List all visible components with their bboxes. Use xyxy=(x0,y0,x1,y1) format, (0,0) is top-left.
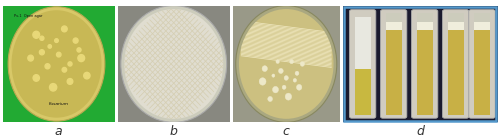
FancyBboxPatch shape xyxy=(350,10,376,118)
Text: d: d xyxy=(416,125,424,138)
Bar xyxy=(448,29,464,115)
Ellipse shape xyxy=(121,6,226,122)
Text: Pv-1  Open agar: Pv-1 Open agar xyxy=(14,14,42,18)
Bar xyxy=(474,13,490,22)
Bar xyxy=(416,22,433,30)
Circle shape xyxy=(259,78,266,85)
Circle shape xyxy=(300,62,304,66)
Circle shape xyxy=(278,68,283,74)
FancyBboxPatch shape xyxy=(412,10,438,118)
Bar xyxy=(416,29,433,115)
Circle shape xyxy=(262,66,268,72)
Circle shape xyxy=(295,71,299,75)
Circle shape xyxy=(293,78,296,82)
Circle shape xyxy=(77,48,81,52)
Circle shape xyxy=(276,60,280,64)
Text: Fusarium: Fusarium xyxy=(49,102,69,106)
Circle shape xyxy=(73,38,78,43)
Circle shape xyxy=(54,39,58,42)
Circle shape xyxy=(40,36,44,40)
Circle shape xyxy=(268,96,272,101)
Ellipse shape xyxy=(12,10,102,118)
Circle shape xyxy=(48,45,51,48)
Circle shape xyxy=(62,67,66,72)
Ellipse shape xyxy=(239,9,334,119)
Circle shape xyxy=(33,31,40,38)
Circle shape xyxy=(290,59,294,64)
Text: b: b xyxy=(170,125,177,138)
Circle shape xyxy=(62,26,67,32)
Bar xyxy=(386,22,402,30)
Bar xyxy=(386,13,402,22)
Bar xyxy=(448,13,464,22)
Bar xyxy=(448,22,464,30)
Circle shape xyxy=(272,74,275,77)
Circle shape xyxy=(33,75,40,81)
Circle shape xyxy=(284,76,288,80)
Bar xyxy=(386,29,402,115)
Circle shape xyxy=(40,50,44,55)
Circle shape xyxy=(68,62,72,66)
Circle shape xyxy=(296,84,302,90)
Circle shape xyxy=(67,79,73,84)
Circle shape xyxy=(78,55,84,62)
Circle shape xyxy=(272,86,278,93)
FancyBboxPatch shape xyxy=(380,10,407,118)
Text: c: c xyxy=(283,125,290,138)
Text: a: a xyxy=(55,125,62,138)
Circle shape xyxy=(45,64,50,69)
Circle shape xyxy=(285,93,292,100)
Bar xyxy=(354,69,371,115)
Circle shape xyxy=(56,52,61,57)
Bar xyxy=(474,29,490,115)
Circle shape xyxy=(50,84,56,91)
Ellipse shape xyxy=(236,6,337,122)
Ellipse shape xyxy=(8,7,105,121)
Bar xyxy=(474,22,490,30)
Circle shape xyxy=(28,55,34,61)
Circle shape xyxy=(84,72,90,79)
Circle shape xyxy=(282,85,286,89)
Bar xyxy=(354,17,371,69)
FancyBboxPatch shape xyxy=(442,10,469,118)
Ellipse shape xyxy=(124,9,223,119)
FancyBboxPatch shape xyxy=(469,10,495,118)
Bar xyxy=(416,13,433,22)
